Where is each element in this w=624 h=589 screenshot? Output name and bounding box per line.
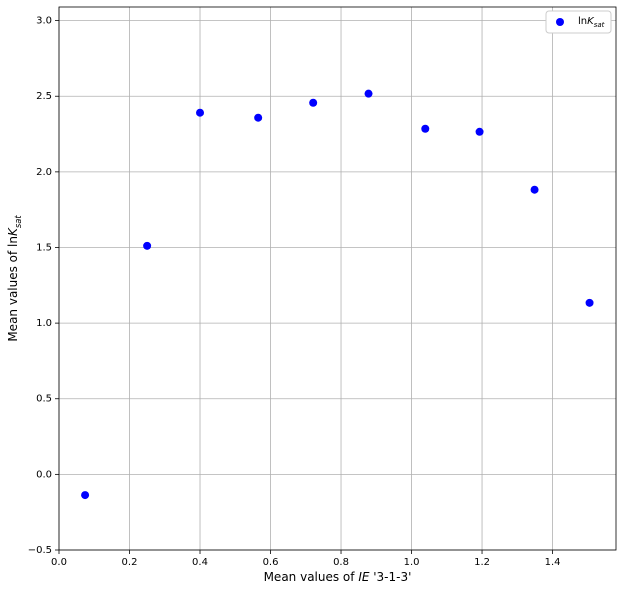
label-part: sat: [13, 215, 23, 228]
point: [81, 491, 90, 500]
legend-label: lnKsat: [578, 16, 605, 29]
y-tick-label: 2.0: [36, 167, 52, 178]
x-tick-label: 1.2: [474, 557, 490, 568]
label-part: Mean values of ln: [6, 236, 20, 342]
label-part: ln: [578, 16, 587, 27]
point: [309, 98, 318, 107]
point: [364, 89, 373, 98]
plot-area: [59, 7, 616, 550]
label-part: Mean values of: [264, 570, 359, 584]
x-tick-label: 0.6: [263, 557, 279, 568]
x-tick-label: 0.8: [333, 557, 349, 568]
y-tick-label: 1.0: [36, 318, 52, 329]
x-tick-label: 0.4: [192, 557, 208, 568]
x-tick-label: 1.4: [545, 557, 561, 568]
label-part: sat: [594, 21, 605, 29]
point: [143, 241, 152, 250]
legend-box: [545, 10, 612, 34]
y-tick-label: 1.5: [36, 242, 52, 253]
point: [254, 113, 263, 122]
y-tick-label: 3.0: [36, 16, 52, 27]
x-tick-label: 1.0: [404, 557, 420, 568]
y-tick-label: 0.5: [36, 394, 52, 405]
plot-frame: [58, 6, 617, 551]
legend: lnKsat: [545, 10, 612, 34]
point: [585, 298, 594, 307]
point: [530, 185, 539, 194]
label-part: K: [587, 16, 595, 27]
y-tick-label: −0.5: [28, 545, 52, 556]
point: [421, 124, 430, 133]
y-tick-label: 2.5: [36, 91, 52, 102]
x-tick-label: 0.2: [122, 557, 138, 568]
label-part: IE: [358, 570, 370, 584]
label-part: '3-1-3': [369, 570, 411, 584]
x-axis-label: Mean values of IE '3-1-3': [264, 570, 412, 584]
point: [475, 127, 484, 136]
y-axis-label: Mean values of lnKsat: [6, 215, 23, 342]
label-part: K: [6, 227, 20, 236]
x-tick-label: 0.0: [51, 557, 67, 568]
point: [196, 108, 205, 117]
legend-marker: [556, 18, 564, 26]
y-tick-label: 0.0: [36, 469, 52, 480]
